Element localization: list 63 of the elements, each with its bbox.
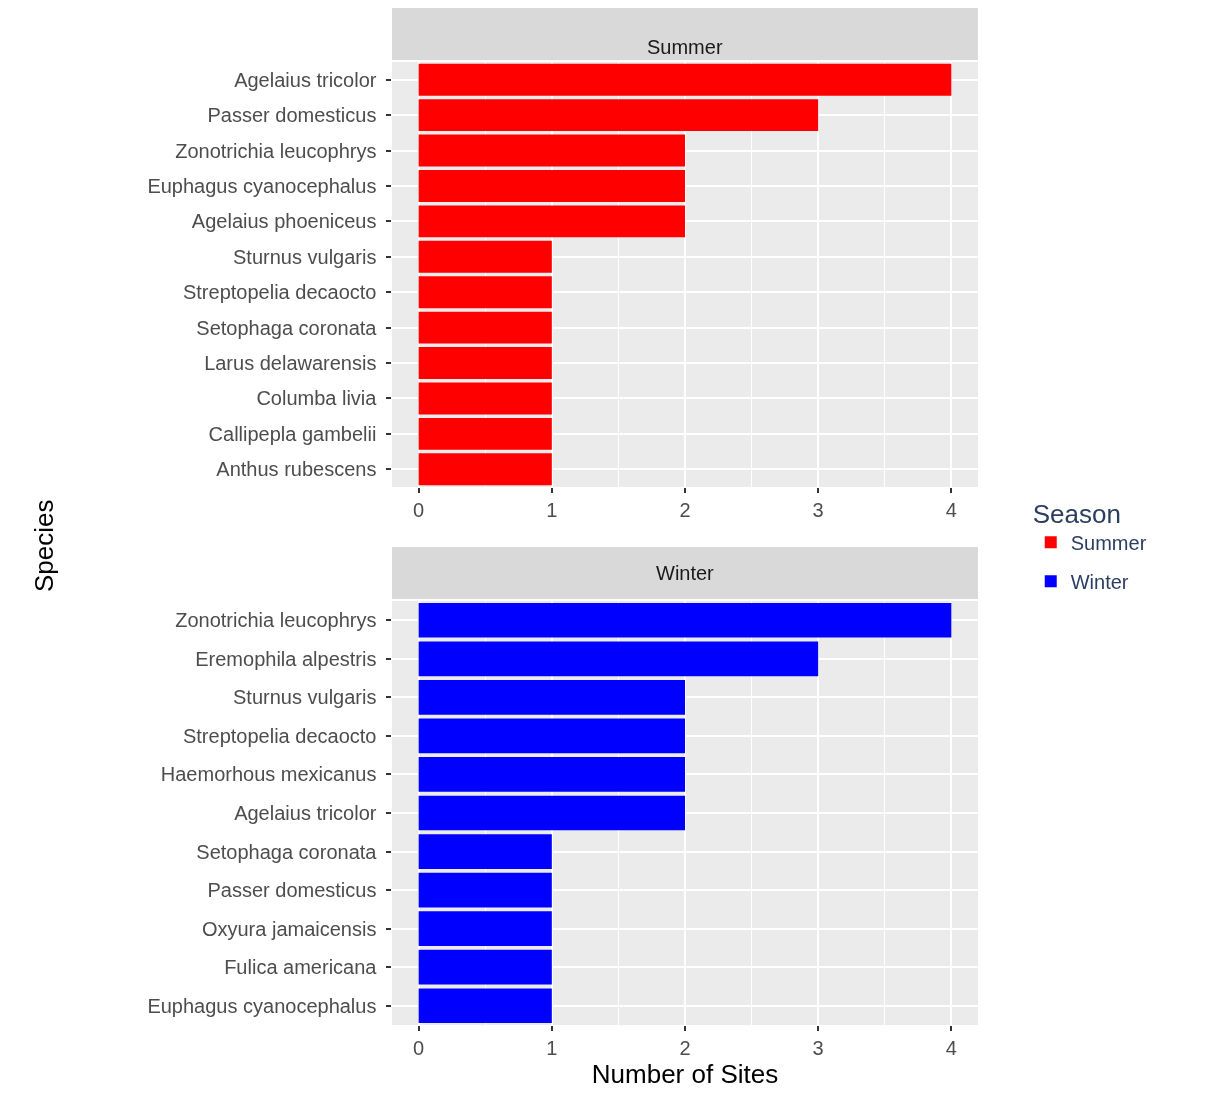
bar — [418, 602, 952, 638]
bar — [418, 795, 685, 831]
x-tick-label: 0 — [413, 499, 425, 521]
x-tick-label: 0 — [413, 1037, 425, 1059]
x-tick-label: 4 — [945, 499, 957, 521]
y-tick-label: Setophaga coronata — [196, 840, 382, 863]
bar — [418, 99, 819, 132]
bar — [418, 276, 552, 309]
x-axis-title: Number of Sites — [591, 1059, 779, 1089]
y-tick-label: Setophaga coronata — [196, 316, 382, 339]
legend-label: Summer — [1070, 532, 1147, 555]
bar — [418, 757, 685, 792]
y-tick-label: Streptopelia decaocto — [182, 724, 382, 747]
y-tick-label: Oxyura jamaicensis — [201, 917, 382, 940]
bar — [418, 63, 952, 96]
y-tick-label: Sturnus vulgaris — [233, 686, 382, 709]
bar — [418, 988, 552, 1024]
y-tick-label: Euphagus cyanocephalus — [147, 994, 382, 1017]
bar — [418, 949, 552, 985]
bar — [418, 134, 685, 167]
x-tick-label: 1 — [546, 1037, 558, 1059]
x-tick-label: 1 — [546, 499, 558, 521]
bar — [418, 205, 685, 238]
bar — [418, 641, 819, 677]
bar — [418, 240, 552, 273]
y-tick-label: Agelaius phoeniceus — [191, 210, 382, 233]
y-tick-label: Sturnus vulgaris — [233, 245, 382, 268]
bar — [418, 834, 552, 869]
y-tick-label: Passer domesticus — [207, 879, 382, 902]
y-tick-label: Columba livia — [256, 387, 382, 410]
x-tick-label: 2 — [679, 499, 691, 521]
x-tick-label: 2 — [679, 1037, 691, 1059]
y-tick-label: Fulica americana — [224, 956, 382, 979]
y-tick-label: Zonotrichia leucophrys — [175, 609, 382, 632]
y-tick-label: Larus delawarensis — [204, 352, 382, 375]
chart-title: Winter — [656, 562, 715, 584]
y-axis-title: Species — [29, 499, 59, 592]
bar — [418, 453, 552, 486]
x-tick-label: 3 — [812, 499, 824, 521]
y-tick-label: Zonotrichia leucophrys — [175, 139, 382, 162]
bar — [418, 347, 552, 379]
bar — [418, 872, 552, 908]
x-tick-label: 4 — [945, 1037, 957, 1059]
bar — [418, 311, 552, 344]
legend-title: Season — [1032, 498, 1121, 529]
bar — [418, 680, 685, 715]
x-tick-label: 3 — [812, 1037, 824, 1059]
bar — [418, 170, 685, 202]
bar — [418, 911, 552, 946]
y-tick-label: Agelaius tricolor — [234, 802, 382, 824]
y-tick-label: Streptopelia decaocto — [182, 281, 382, 304]
bar — [418, 417, 552, 450]
y-tick-label: Eremophila alpestris — [195, 647, 382, 670]
bar — [418, 718, 685, 754]
y-tick-label: Callipepla gambelii — [208, 422, 382, 445]
legend-label: Winter — [1070, 571, 1129, 594]
y-tick-label: Haemorhous mexicanus — [160, 763, 382, 786]
y-tick-label: Euphagus cyanocephalus — [147, 174, 382, 197]
y-tick-label: Passer domesticus — [207, 104, 382, 127]
y-tick-label: Agelaius tricolor — [234, 68, 382, 91]
chart-title: Summer — [647, 36, 723, 58]
bar — [418, 382, 552, 415]
y-tick-label: Anthus rubescens — [216, 458, 382, 481]
